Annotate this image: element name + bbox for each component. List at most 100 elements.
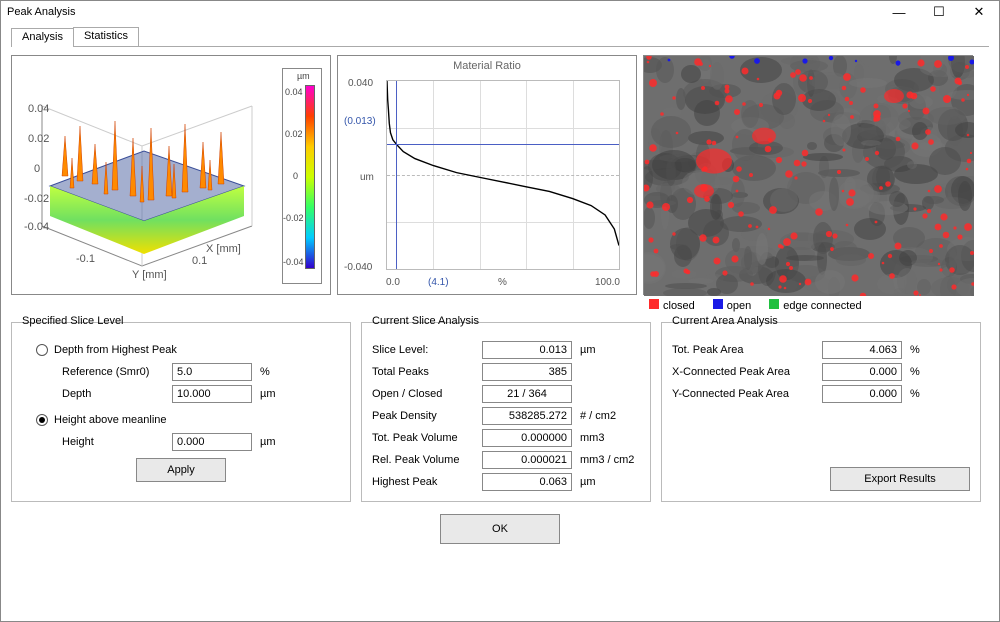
surface-svg: 0.04 0.02 0 -0.02 -0.04 -0.1 Y [mm] 0.1 … bbox=[22, 66, 282, 286]
unit-label: % bbox=[910, 344, 920, 356]
svg-text:-0.1: -0.1 bbox=[76, 253, 95, 265]
cursor-y-label: (0.013) bbox=[344, 116, 376, 127]
peak-map-panel[interactable] bbox=[643, 55, 973, 295]
y-area-value: 0.000 bbox=[822, 385, 902, 403]
slice-level-label: Slice Level: bbox=[372, 344, 482, 356]
tot-vol-value: 0.000000 bbox=[482, 429, 572, 447]
radio-depth-row: Depth from Highest Peak bbox=[22, 339, 340, 361]
colorbar-unit: µm bbox=[297, 71, 310, 81]
panels-row: 0.04 0.02 0 -0.02 -0.04 -0.1 Y [mm] 0.1 … bbox=[11, 55, 989, 312]
x-area-value: 0.000 bbox=[822, 363, 902, 381]
colorbar-tick: 0 bbox=[293, 171, 298, 181]
surface-plot: 0.04 0.02 0 -0.02 -0.04 -0.1 Y [mm] 0.1 … bbox=[22, 66, 282, 286]
close-button[interactable]: ✕ bbox=[959, 1, 999, 23]
window-controls: — ☐ ✕ bbox=[879, 1, 999, 23]
current-slice-group: Current Slice Analysis Slice Level:0.013… bbox=[361, 322, 651, 502]
radio-depth[interactable] bbox=[36, 344, 48, 356]
ok-button[interactable]: OK bbox=[440, 514, 560, 544]
depth-unit: µm bbox=[260, 388, 276, 400]
svg-text:0.02: 0.02 bbox=[28, 133, 49, 145]
peak-density-unit: # / cm2 bbox=[580, 410, 616, 422]
open-closed-value: 21 / 364 bbox=[482, 385, 572, 403]
svg-text:-0.02: -0.02 bbox=[24, 193, 49, 205]
svg-text:Y [mm]: Y [mm] bbox=[132, 269, 167, 281]
export-results-button[interactable]: Export Results bbox=[830, 467, 970, 491]
swatch-closed-icon bbox=[649, 299, 659, 309]
cursor-x-label: (4.1) bbox=[428, 277, 449, 288]
rel-vol-label: Rel. Peak Volume bbox=[372, 454, 482, 466]
colorbar: µm 0.04 0.02 0 -0.02 -0.04 bbox=[282, 68, 322, 284]
material-ratio-panel[interactable]: Material Ratio 0.040 (0.013) um -0.040 0… bbox=[337, 55, 637, 295]
ok-row: OK bbox=[11, 514, 989, 544]
peak-map-column: closed open edge connected bbox=[643, 55, 973, 312]
reference-row: Reference (Smr0) % bbox=[22, 361, 340, 383]
peak-analysis-window: Peak Analysis — ☐ ✕ Analysis Statistics bbox=[0, 0, 1000, 622]
highest-unit: µm bbox=[580, 476, 596, 488]
x-axis-min: 0.0 bbox=[386, 277, 400, 288]
tot-area-label: Tot. Peak Area bbox=[672, 344, 822, 356]
radio-height[interactable] bbox=[36, 414, 48, 426]
peak-map-legend: closed open edge connected bbox=[643, 299, 973, 312]
tab-bar: Analysis Statistics bbox=[11, 27, 989, 47]
rel-vol-unit: mm3 / cm2 bbox=[580, 454, 634, 466]
legend-closed: closed bbox=[649, 299, 695, 312]
colorbar-gradient bbox=[305, 85, 315, 269]
reference-input[interactable] bbox=[172, 363, 252, 381]
window-title: Peak Analysis bbox=[7, 6, 879, 18]
current-area-rows: Tot. Peak Area4.063% X-Connected Peak Ar… bbox=[672, 339, 970, 405]
height-row: Height µm bbox=[22, 431, 340, 453]
chart-plot-area bbox=[386, 80, 620, 270]
x-axis-mid: % bbox=[498, 277, 507, 288]
colorbar-tick: 0.04 bbox=[285, 87, 303, 97]
surface-3d-panel[interactable]: 0.04 0.02 0 -0.02 -0.04 -0.1 Y [mm] 0.1 … bbox=[11, 55, 331, 295]
legend-open: open bbox=[713, 299, 751, 312]
current-slice-rows: Slice Level:0.013µm Total Peaks385 Open … bbox=[372, 339, 640, 493]
peak-map-svg bbox=[644, 56, 974, 296]
slice-level-value: 0.013 bbox=[482, 341, 572, 359]
radio-depth-label: Depth from Highest Peak bbox=[54, 344, 177, 356]
svg-text:-0.04: -0.04 bbox=[24, 221, 49, 233]
highest-value: 0.063 bbox=[482, 473, 572, 491]
peak-density-value: 538285.272 bbox=[482, 407, 572, 425]
depth-input[interactable] bbox=[172, 385, 252, 403]
groups-row: Specified Slice Level Depth from Highest… bbox=[11, 322, 989, 502]
svg-text:0: 0 bbox=[34, 163, 40, 175]
tab-statistics[interactable]: Statistics bbox=[73, 27, 139, 46]
peak-density-label: Peak Density bbox=[372, 410, 482, 422]
x-axis-max: 100.0 bbox=[595, 277, 620, 288]
apply-row: Apply bbox=[22, 459, 340, 481]
total-peaks-label: Total Peaks bbox=[372, 366, 482, 378]
height-label: Height bbox=[62, 436, 172, 448]
unit-label: % bbox=[910, 366, 920, 378]
rel-vol-value: 0.000021 bbox=[482, 451, 572, 469]
colorbar-tick: -0.02 bbox=[283, 213, 304, 223]
current-area-group: Current Area Analysis Tot. Peak Area4.06… bbox=[661, 322, 981, 502]
tot-vol-label: Tot. Peak Volume bbox=[372, 432, 482, 444]
unit-label: % bbox=[910, 388, 920, 400]
depth-row: Depth µm bbox=[22, 383, 340, 405]
legend-edge: edge connected bbox=[769, 299, 861, 312]
height-unit: µm bbox=[260, 436, 276, 448]
y-axis-min: -0.040 bbox=[344, 262, 372, 273]
export-row: Export Results bbox=[830, 467, 970, 491]
svg-text:X [mm]: X [mm] bbox=[206, 243, 241, 255]
tab-analysis[interactable]: Analysis bbox=[11, 28, 74, 47]
y-area-label: Y-Connected Peak Area bbox=[672, 388, 822, 400]
titlebar: Peak Analysis — ☐ ✕ bbox=[1, 1, 999, 23]
maximize-button[interactable]: ☐ bbox=[919, 1, 959, 23]
specified-slice-group: Specified Slice Level Depth from Highest… bbox=[11, 322, 351, 502]
total-peaks-value: 385 bbox=[482, 363, 572, 381]
y-axis-max: 0.040 bbox=[348, 78, 373, 89]
highest-label: Highest Peak bbox=[372, 476, 482, 488]
y-axis-mid: um bbox=[360, 172, 374, 183]
minimize-button[interactable]: — bbox=[879, 1, 919, 23]
apply-button[interactable]: Apply bbox=[136, 458, 226, 482]
depth-label: Depth bbox=[62, 388, 172, 400]
radio-height-row: Height above meanline bbox=[22, 409, 340, 431]
chart-title: Material Ratio bbox=[338, 60, 636, 72]
svg-text:0.1: 0.1 bbox=[192, 255, 207, 267]
height-input[interactable] bbox=[172, 433, 252, 451]
svg-text:0.04: 0.04 bbox=[28, 103, 49, 115]
colorbar-tick: 0.02 bbox=[285, 129, 303, 139]
slice-level-unit: µm bbox=[580, 344, 596, 356]
